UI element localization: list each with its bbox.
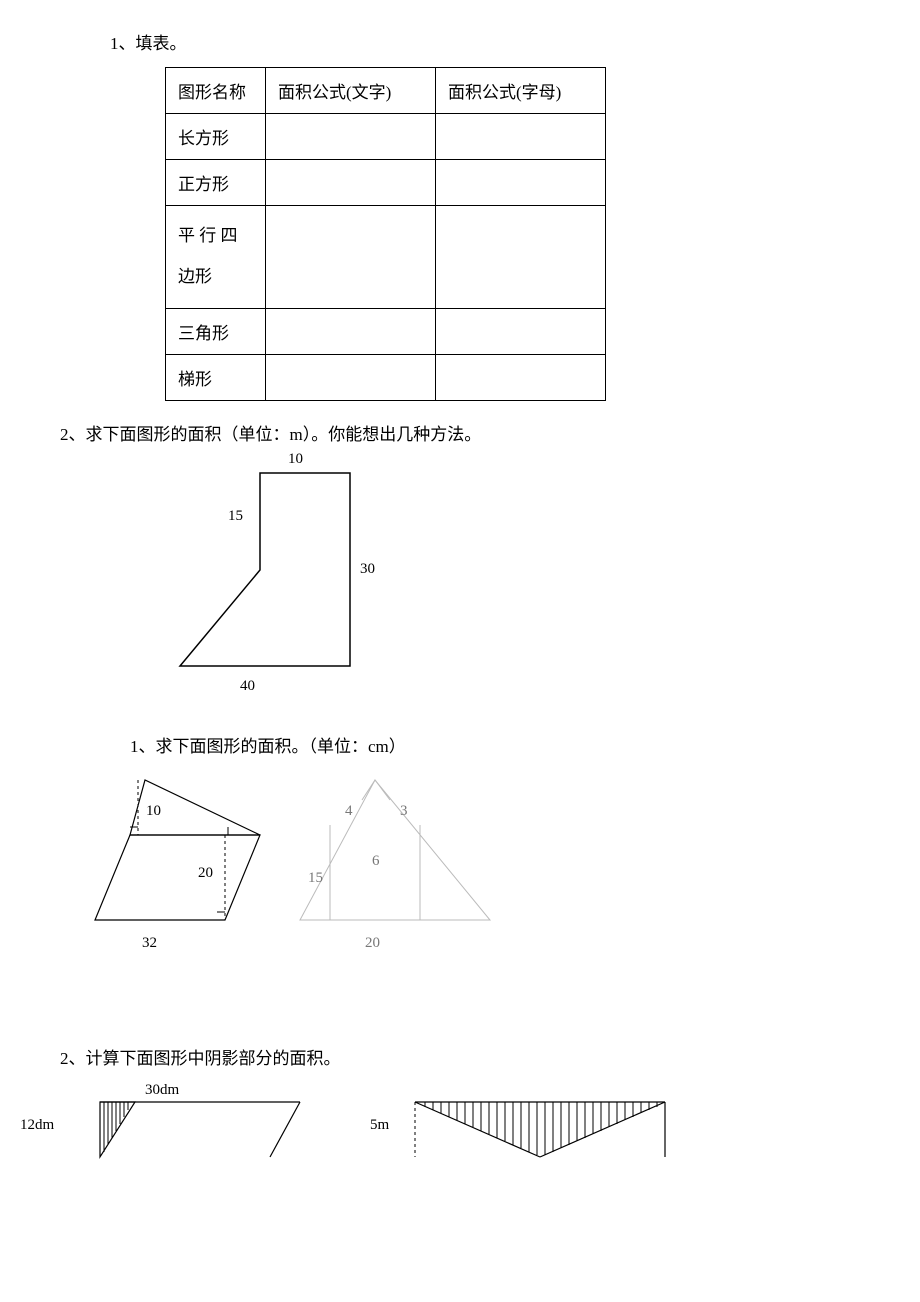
q1-title: 1、填表。 [110, 30, 920, 57]
fig2-l15: 15 [308, 870, 323, 887]
fig2-l3: 3 [400, 803, 408, 820]
fig2-l6: 6 [372, 853, 380, 870]
row-para: 平 行 四 边形 [166, 206, 266, 309]
q2b-title: 2、计算下面图形中阴影部分的面积。 [60, 1045, 920, 1072]
q2b-fig1 [75, 1097, 335, 1167]
fig2-l4: 4 [345, 803, 353, 820]
fig1-l20: 20 [198, 865, 213, 882]
q2-figure [170, 463, 400, 693]
q2-label-left: 15 [228, 508, 243, 525]
row-rect: 长方形 [166, 114, 266, 160]
q2-title: 2、求下面图形的面积（单位：m）。你能想出几种方法。 [60, 421, 920, 448]
row-tri: 三角形 [166, 308, 266, 354]
q1b-fig2 [290, 775, 510, 935]
row-square: 正方形 [166, 160, 266, 206]
q2b-fig2 [405, 1097, 685, 1167]
q1b-fig1 [70, 775, 270, 935]
fig1-l32: 32 [142, 935, 157, 952]
fig1-l10: 10 [146, 803, 161, 820]
q2b-fig2-left: 5m [370, 1117, 389, 1134]
fig2-l20: 20 [365, 935, 380, 952]
q2-polygon [180, 473, 350, 666]
q2-label-bottom: 40 [240, 678, 255, 695]
q2b-fig1-left: 12dm [20, 1117, 54, 1134]
th-formula-letter: 面积公式(字母) [436, 68, 606, 114]
row-trap: 梯形 [166, 354, 266, 400]
formula-table: 图形名称 面积公式(文字) 面积公式(字母) 长方形 正方形 平 行 四 边形 … [165, 67, 606, 401]
q2-label-right: 30 [360, 561, 375, 578]
q1b-title: 1、求下面图形的面积。（单位：cm） [130, 733, 920, 760]
th-name: 图形名称 [166, 68, 266, 114]
q2-label-top: 10 [288, 451, 303, 468]
th-formula-text: 面积公式(文字) [266, 68, 436, 114]
